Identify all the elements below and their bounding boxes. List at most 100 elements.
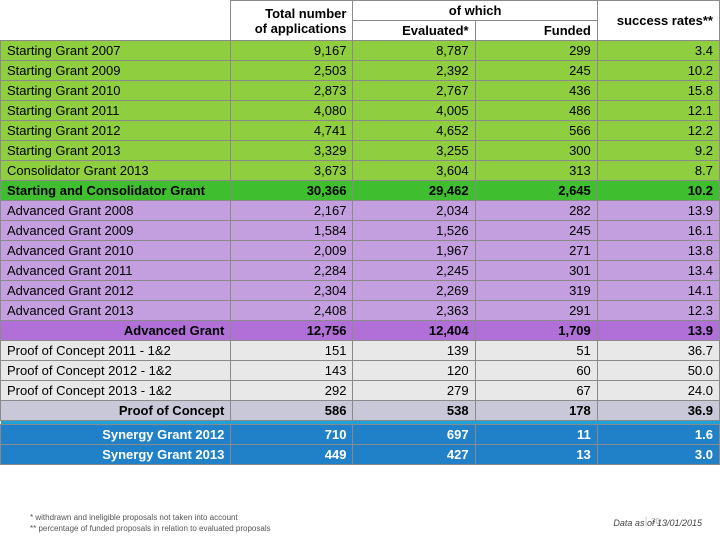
cell-rate: 13.8	[597, 241, 719, 261]
cell-rate: 10.2	[597, 181, 719, 201]
row-label: Starting Grant 2007	[1, 41, 231, 61]
table-row: Starting Grant 20102,8732,76743615.8	[1, 81, 720, 101]
col-evaluated: Evaluated*	[353, 21, 475, 41]
cell-eval: 2,245	[353, 261, 475, 281]
cell-funded: 60	[475, 361, 597, 381]
cell-rate: 3.4	[597, 41, 719, 61]
cell-funded: 271	[475, 241, 597, 261]
cell-apps: 449	[231, 445, 353, 465]
cell-eval: 697	[353, 425, 475, 445]
row-label: Advanced Grant 2013	[1, 301, 231, 321]
cell-rate: 36.7	[597, 341, 719, 361]
calls-table-wrap: Total number of applications of which su…	[0, 0, 720, 465]
footnote-2: ** percentage of funded proposals in rel…	[30, 524, 271, 534]
cell-rate: 24.0	[597, 381, 719, 401]
row-label: Starting Grant 2012	[1, 121, 231, 141]
row-label: Starting Grant 2009	[1, 61, 231, 81]
cell-apps: 2,408	[231, 301, 353, 321]
cell-apps: 4,741	[231, 121, 353, 141]
table-row: Synergy Grant 2012710697111.6	[1, 425, 720, 445]
row-label: Synergy Grant 2013	[1, 445, 231, 465]
cell-apps: 4,080	[231, 101, 353, 121]
cell-eval: 4,652	[353, 121, 475, 141]
calls-table: Total number of applications of which su…	[0, 0, 720, 465]
cell-rate: 10.2	[597, 61, 719, 81]
cell-eval: 139	[353, 341, 475, 361]
col-success-rates: success rates**	[597, 1, 719, 41]
cell-apps: 2,503	[231, 61, 353, 81]
cell-rate: 12.1	[597, 101, 719, 121]
cell-eval: 2,034	[353, 201, 475, 221]
footnotes: * withdrawn and ineligible proposals not…	[30, 513, 271, 534]
cell-apps: 2,167	[231, 201, 353, 221]
cell-funded: 2,645	[475, 181, 597, 201]
cell-rate: 14.1	[597, 281, 719, 301]
table-row: Advanced Grant 20082,1672,03428213.9	[1, 201, 720, 221]
cell-apps: 2,009	[231, 241, 353, 261]
table-row: Synergy Grant 2013449427133.0	[1, 445, 720, 465]
cell-funded: 301	[475, 261, 597, 281]
table-row: Starting Grant 20079,1678,7872993.4	[1, 41, 720, 61]
cell-funded: 486	[475, 101, 597, 121]
table-row: Advanced Grant 20112,2842,24530113.4	[1, 261, 720, 281]
row-label: Advanced Grant 2009	[1, 221, 231, 241]
table-row: Advanced Grant 20091,5841,52624516.1	[1, 221, 720, 241]
cell-apps: 710	[231, 425, 353, 445]
row-label: Proof of Concept 2013 - 1&2	[1, 381, 231, 401]
cell-eval: 3,255	[353, 141, 475, 161]
cell-eval: 4,005	[353, 101, 475, 121]
cell-funded: 1,709	[475, 321, 597, 341]
cell-funded: 299	[475, 41, 597, 61]
footnote-1: * withdrawn and ineligible proposals not…	[30, 513, 271, 523]
cell-rate: 50.0	[597, 361, 719, 381]
table-row: Advanced Grant 20102,0091,96727113.8	[1, 241, 720, 261]
cell-rate: 1.6	[597, 425, 719, 445]
cell-eval: 1,526	[353, 221, 475, 241]
row-label: Starting Grant 2010	[1, 81, 231, 101]
table-row: Starting Grant 20114,0804,00548612.1	[1, 101, 720, 121]
cell-rate: 8.7	[597, 161, 719, 181]
cell-rate: 16.1	[597, 221, 719, 241]
cell-eval: 2,269	[353, 281, 475, 301]
cell-apps: 9,167	[231, 41, 353, 61]
table-row: Advanced Grant 20132,4082,36329112.3	[1, 301, 720, 321]
cell-funded: 566	[475, 121, 597, 141]
cell-apps: 292	[231, 381, 353, 401]
col-of-which: of which	[353, 1, 597, 21]
cell-eval: 12,404	[353, 321, 475, 341]
row-label: Starting Grant 2011	[1, 101, 231, 121]
cell-apps: 586	[231, 401, 353, 421]
cell-eval: 3,604	[353, 161, 475, 181]
table-body: Starting Grant 20079,1678,7872993.4Start…	[1, 41, 720, 465]
row-label: Advanced Grant 2008	[1, 201, 231, 221]
table-row: Starting Grant 20092,5032,39224510.2	[1, 61, 720, 81]
cell-apps: 12,756	[231, 321, 353, 341]
table-row: Advanced Grant 20122,3042,26931914.1	[1, 281, 720, 301]
col-applications: Total number of applications	[231, 1, 353, 41]
cell-apps: 2,284	[231, 261, 353, 281]
cell-funded: 13	[475, 445, 597, 465]
table-row: Starting Grant 20133,3293,2553009.2	[1, 141, 720, 161]
table-row: Starting and Consolidator Grant30,36629,…	[1, 181, 720, 201]
table-row: Advanced Grant12,75612,4041,70913.9	[1, 321, 720, 341]
row-label: Starting Grant 2013	[1, 141, 231, 161]
cell-rate: 13.9	[597, 321, 719, 341]
cell-apps: 151	[231, 341, 353, 361]
cell-eval: 1,967	[353, 241, 475, 261]
row-label: Advanced Grant 2011	[1, 261, 231, 281]
cell-funded: 282	[475, 201, 597, 221]
row-label: Advanced Grant 2012	[1, 281, 231, 301]
cell-rate: 9.2	[597, 141, 719, 161]
cell-funded: 436	[475, 81, 597, 101]
cell-eval: 29,462	[353, 181, 475, 201]
cell-funded: 11	[475, 425, 597, 445]
cell-funded: 300	[475, 141, 597, 161]
col-apps-line1: Total number	[265, 6, 346, 21]
cell-eval: 2,767	[353, 81, 475, 101]
cell-eval: 427	[353, 445, 475, 465]
cell-eval: 279	[353, 381, 475, 401]
cell-rate: 15.8	[597, 81, 719, 101]
table-row: Consolidator Grant 20133,6733,6043138.7	[1, 161, 720, 181]
row-label: Advanced Grant	[1, 321, 231, 341]
cell-apps: 2,873	[231, 81, 353, 101]
